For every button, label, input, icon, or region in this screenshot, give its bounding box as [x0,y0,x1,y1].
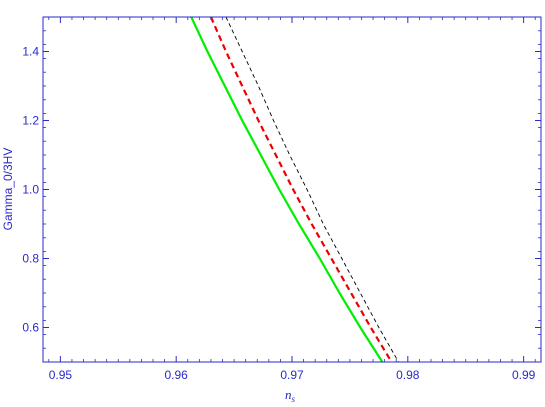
x-axis-title: ns [285,387,296,404]
ticks-layer: 0.95 0.96 0.97 0.98 0.99 0.6 0.8 1.0 1.2 1.4 [22,16,541,382]
series-line-3 [225,17,399,362]
series-line-2 [209,17,393,362]
y-tick-label: 0.8 [22,252,39,266]
x-tick-label: 0.97 [280,368,304,382]
x-tick-label: 0.99 [512,368,536,382]
x-axis-title-main: n [285,387,292,402]
x-axis-title-sub: s [291,394,295,404]
x-tick-label: 0.95 [49,368,73,382]
series-line-1 [190,17,384,362]
y-axis-title: Gamma_0/3HV [1,148,15,231]
x-tick-label: 0.96 [165,368,189,382]
x-tick-label: 0.98 [396,368,420,382]
series-layer [190,17,399,362]
y-tick-label: 1.0 [22,183,39,197]
y-tick-label: 1.4 [22,45,39,59]
y-tick-label: 1.2 [22,114,39,128]
y-tick-label: 0.6 [22,321,39,335]
